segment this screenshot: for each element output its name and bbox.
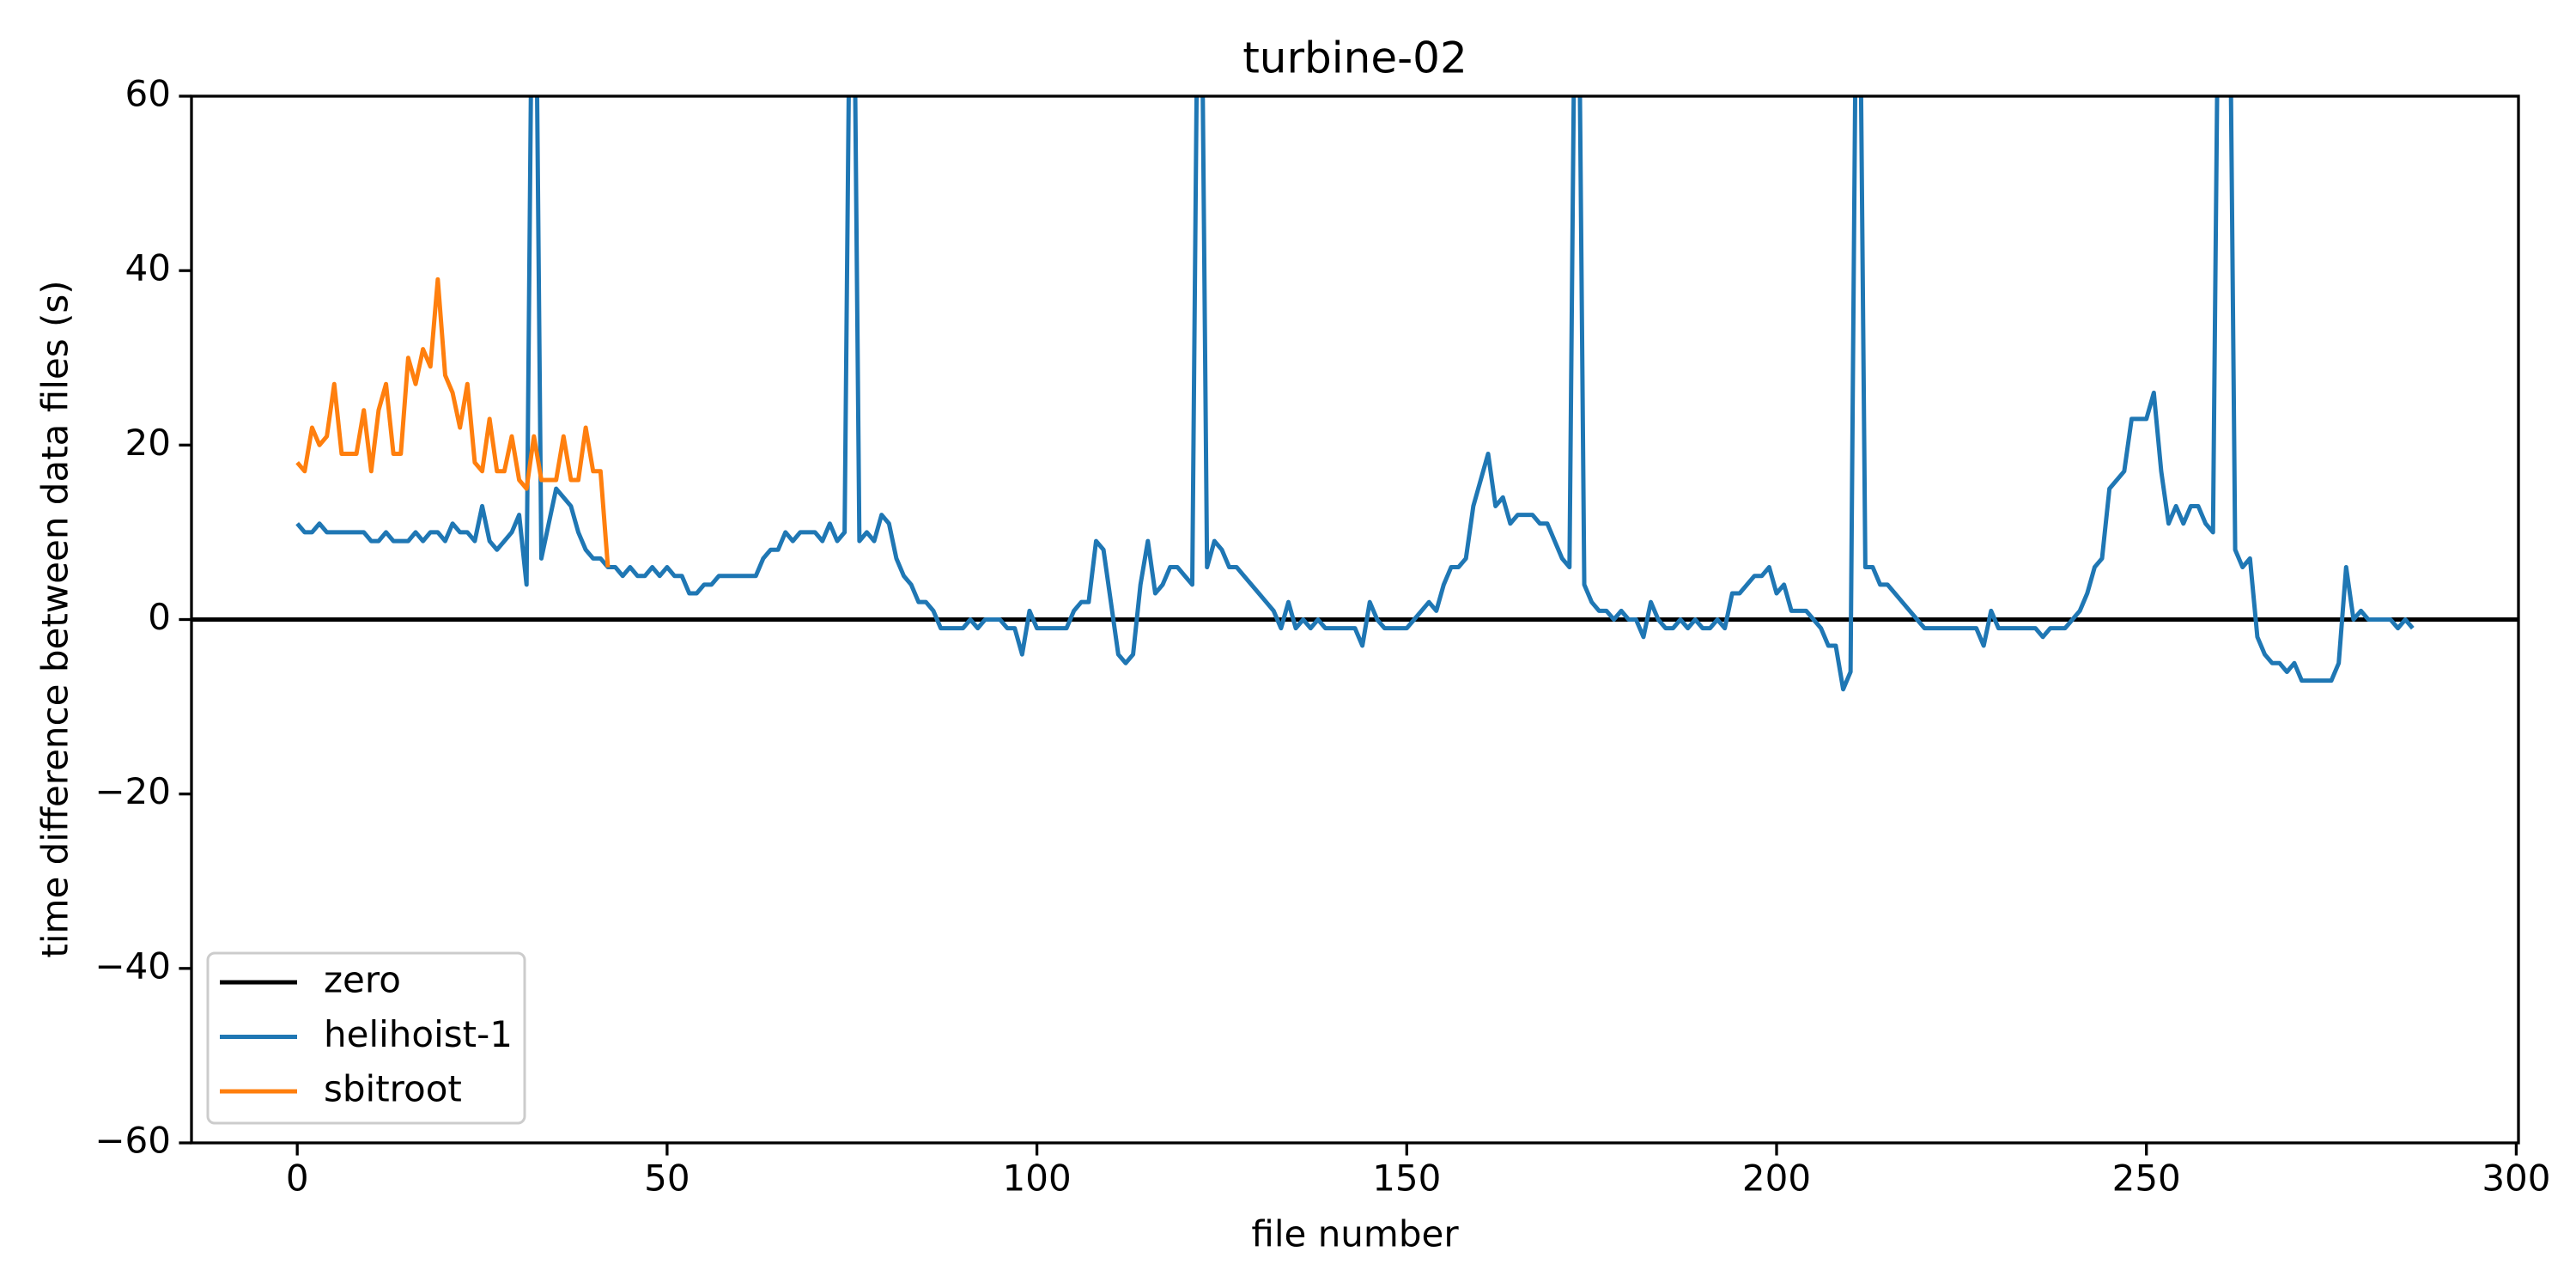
x-tick-label: 100 [1003, 1157, 1072, 1200]
y-tick-label: −20 [94, 770, 171, 812]
x-tick-label: 150 [1372, 1157, 1441, 1200]
chart-title: turbine-02 [1242, 33, 1467, 83]
series-line [295, 96, 2415, 692]
x-tick-label: 300 [2482, 1157, 2550, 1200]
legend-label: sbitroot [324, 1068, 462, 1110]
x-tick-label: 200 [1742, 1157, 1811, 1200]
y-tick-label: 60 [125, 73, 171, 115]
legend-label: helihoist-1 [324, 1013, 513, 1055]
x-tick-label: 50 [644, 1157, 690, 1200]
y-tick-label: 0 [148, 596, 171, 638]
legend-box [206, 951, 526, 1125]
y-axis-label: time difference between data files (s) [34, 280, 76, 957]
y-tick-label: −40 [94, 945, 171, 987]
y-tick-label: 40 [125, 247, 171, 289]
y-tick-label: 20 [125, 422, 171, 464]
x-tick-label: 250 [2112, 1157, 2181, 1200]
legend-label: zero [324, 959, 401, 1001]
plot-area [191, 96, 2518, 692]
y-tick-label: −60 [94, 1120, 171, 1162]
series-line [295, 276, 611, 568]
x-axis-label: file number [1251, 1213, 1459, 1255]
x-tick-label: 0 [286, 1157, 309, 1200]
